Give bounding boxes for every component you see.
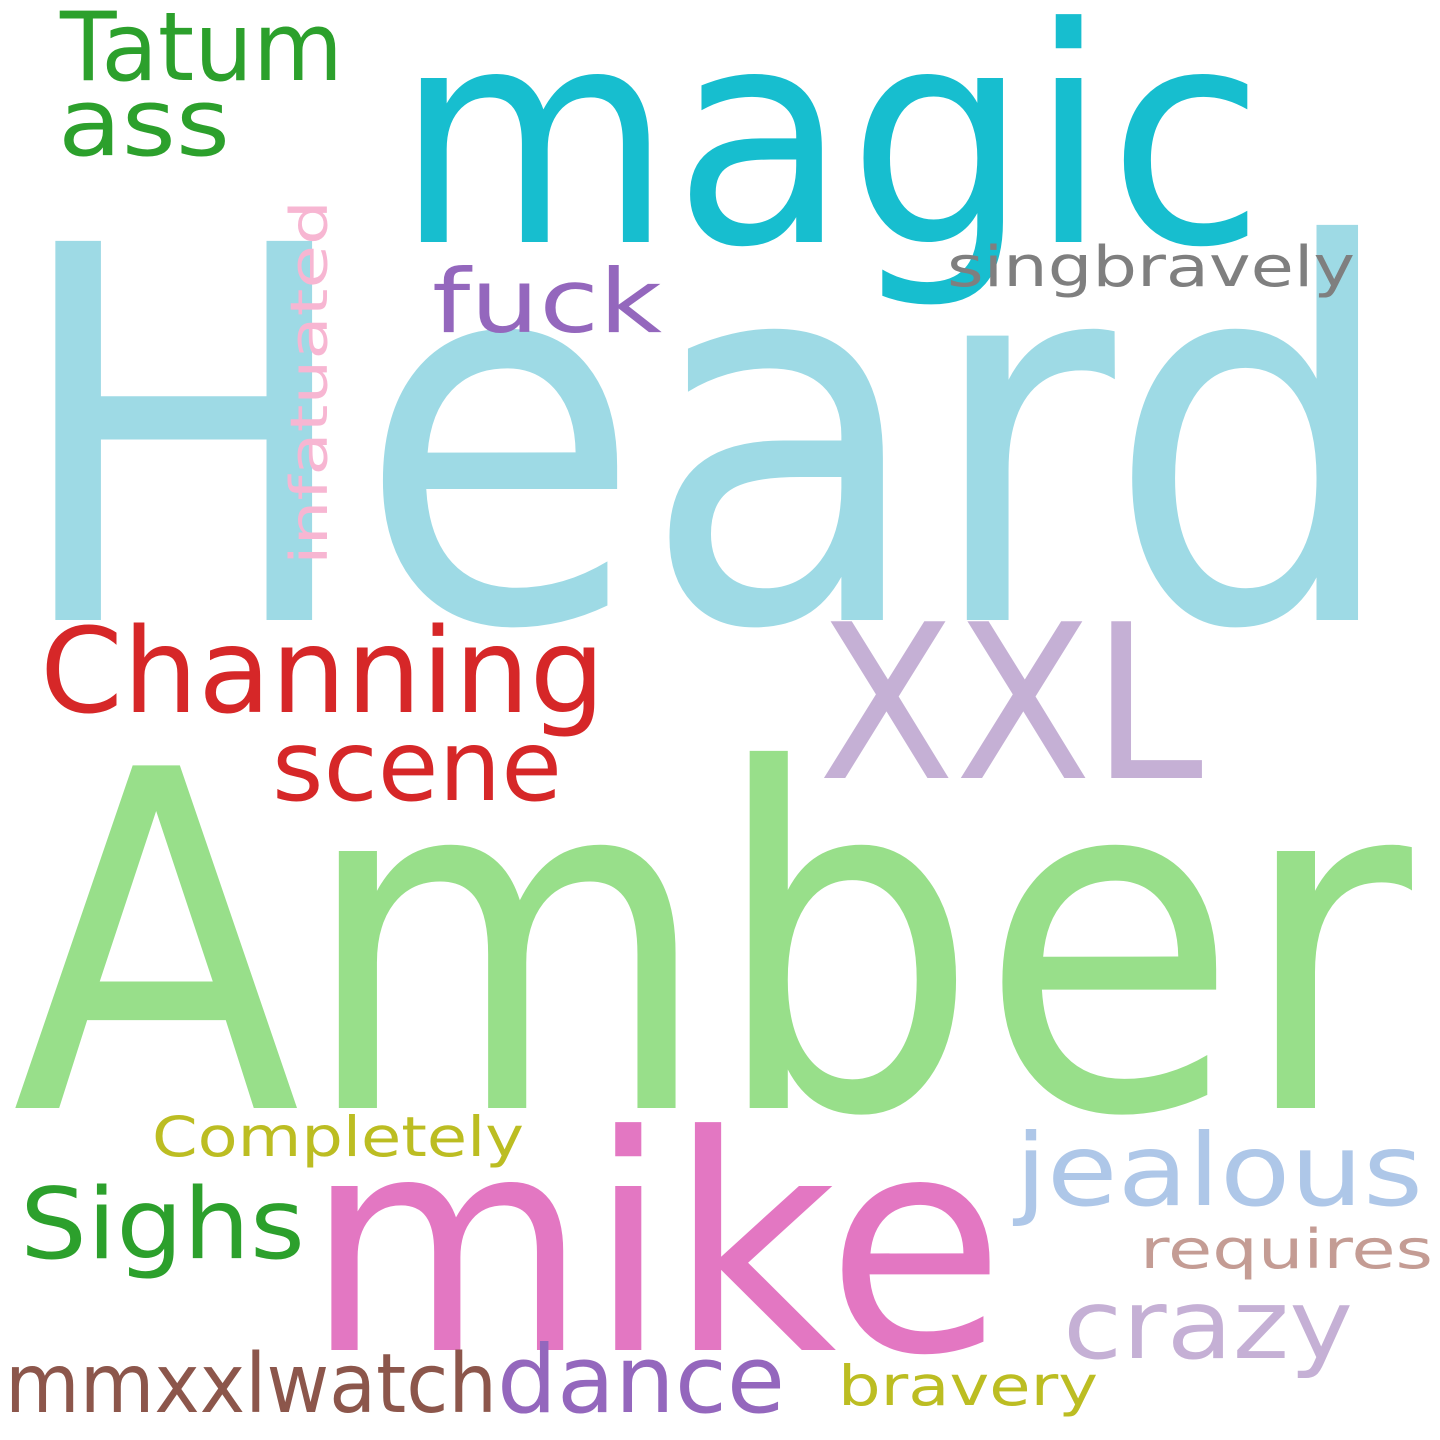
word-ass: ass [58,69,230,178]
word-singbravely: singbravely [947,235,1355,300]
word-magic: magic [395,0,1265,313]
word-jealous: jealous [1013,1112,1423,1229]
word-fuck: fuck [432,250,662,353]
word-infatuated: infatuated [280,200,340,565]
word-heard: Heard [10,137,1400,743]
word-channing: Channing [40,602,605,740]
word-sighs: Sighs [20,1168,305,1282]
word-mike: mike [305,1072,1005,1421]
word-crazy: crazy [1063,1269,1353,1381]
word-mmxxlwatch: mmxxlwatch [5,1337,497,1432]
word-scene: scene [272,710,562,824]
word-xxl: XXL [818,578,1203,829]
word-tatum: Tatum [59,0,343,103]
word-amber: Amber [12,672,1417,1219]
word-requires: requires [1140,1218,1433,1281]
word-dance: dance [497,1326,785,1435]
word-completely: Completely [152,1105,524,1169]
word-bravery: bravery [838,1354,1098,1418]
